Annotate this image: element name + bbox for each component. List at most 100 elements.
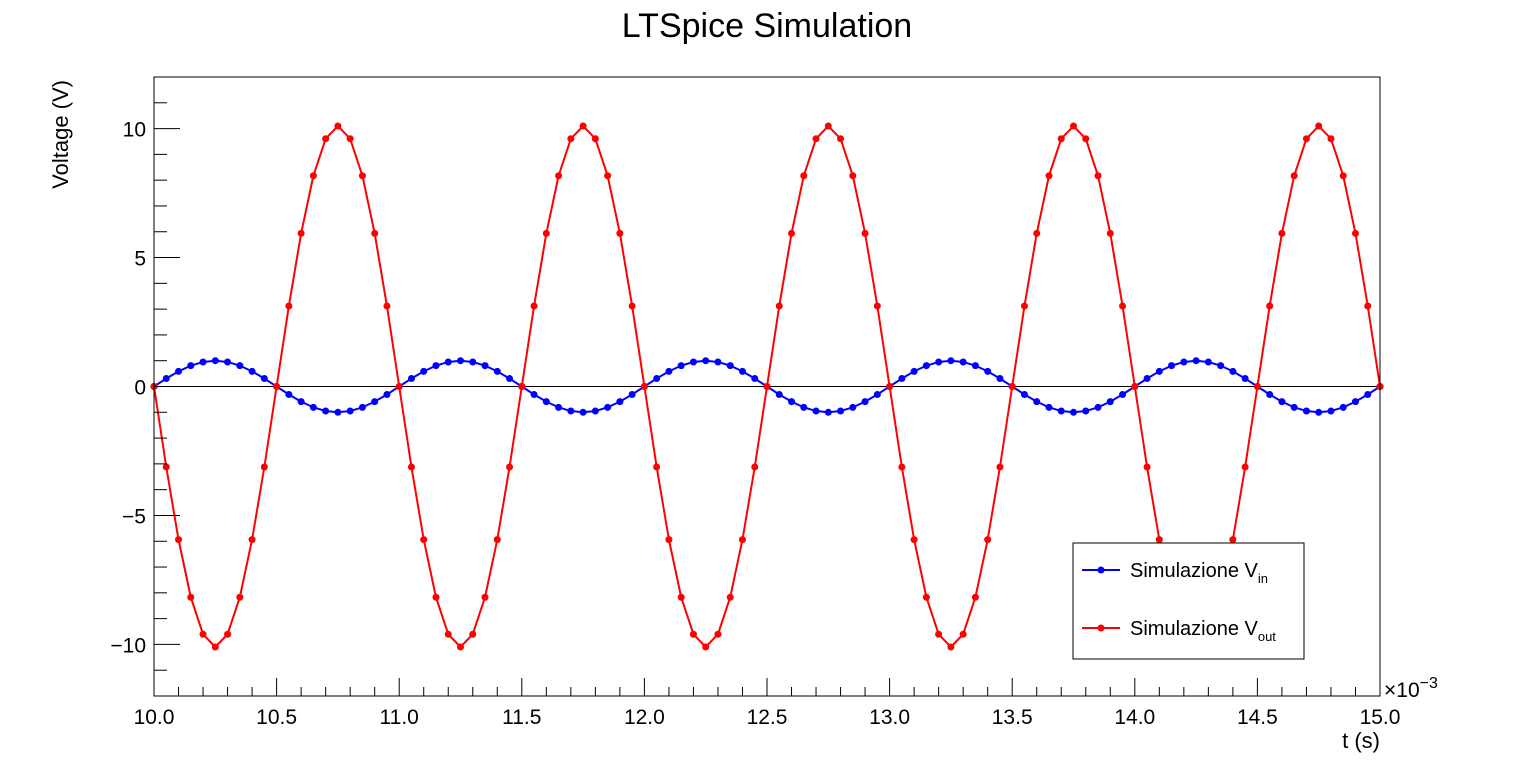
data-point-out-18 [371, 229, 379, 237]
data-point-out-69 [996, 463, 1004, 471]
data-point-out-58 [861, 229, 869, 237]
data-point-out-71 [1020, 302, 1028, 310]
data-point-in-54 [812, 407, 820, 415]
data-point-in-75 [1070, 408, 1077, 416]
data-point-out-47 [726, 593, 734, 601]
data-point-out-74 [1057, 135, 1065, 143]
data-point-out-72 [1033, 229, 1041, 237]
data-point-in-73 [1045, 403, 1053, 411]
data-point-in-92 [1278, 398, 1286, 406]
data-point-in-85 [1192, 357, 1200, 365]
x-tick-label-7: 13.5 [992, 706, 1033, 729]
data-point-in-38 [616, 398, 624, 406]
data-point-in-74 [1057, 407, 1065, 415]
data-point-in-57 [849, 403, 857, 411]
data-point-out-13 [309, 172, 317, 180]
x-tick-label-1: 10.5 [256, 706, 297, 729]
data-point-in-44 [689, 358, 697, 366]
data-point-out-77 [1094, 172, 1102, 180]
data-point-out-45 [702, 643, 710, 651]
data-point-in-15 [334, 408, 342, 416]
data-point-out-79 [1119, 302, 1127, 310]
data-point-in-5 [211, 357, 219, 365]
data-point-out-73 [1045, 172, 1053, 180]
data-point-in-35 [579, 408, 587, 416]
legend-marker-vout [1097, 624, 1105, 632]
data-point-in-19 [383, 390, 391, 398]
data-point-out-15 [334, 122, 342, 130]
x-tick-label-5: 12.5 [747, 706, 788, 729]
data-point-in-2 [175, 367, 183, 375]
data-point-in-91 [1266, 390, 1274, 398]
data-point-out-70 [1008, 383, 1016, 390]
data-point-out-7 [236, 593, 244, 601]
data-point-out-56 [837, 135, 845, 143]
data-point-out-44 [689, 630, 697, 638]
data-point-out-53 [800, 172, 808, 180]
data-point-in-88 [1229, 367, 1237, 375]
data-point-in-86 [1204, 358, 1212, 366]
data-point-in-63 [922, 362, 930, 370]
data-point-out-91 [1266, 302, 1274, 310]
y-tick-label-3: 5 [134, 248, 146, 271]
data-point-in-61 [898, 375, 906, 383]
data-point-in-48 [738, 367, 746, 375]
data-point-out-60 [886, 383, 894, 390]
data-point-out-41 [653, 463, 661, 471]
data-point-in-49 [751, 375, 759, 383]
data-point-out-80 [1131, 383, 1139, 390]
data-point-in-53 [800, 403, 808, 411]
data-point-out-32 [542, 229, 550, 237]
data-point-out-48 [738, 536, 746, 544]
data-point-in-58 [861, 398, 869, 406]
data-point-in-16 [346, 407, 354, 415]
data-point-out-99 [1364, 302, 1372, 310]
data-point-out-28 [493, 536, 501, 544]
data-point-out-20 [395, 383, 403, 390]
data-point-out-62 [910, 536, 918, 544]
data-point-out-35 [579, 122, 587, 130]
data-point-in-62 [910, 367, 918, 375]
x-tick-label-10: 15.0 [1360, 706, 1401, 729]
legend-label-vin: Simulazione Vin [1130, 560, 1268, 586]
data-point-out-81 [1143, 463, 1151, 471]
data-point-out-75 [1070, 122, 1077, 130]
x-tick-label-4: 12.0 [624, 706, 665, 729]
data-point-out-23 [432, 593, 440, 601]
data-point-in-97 [1339, 403, 1347, 411]
data-point-in-4 [199, 358, 207, 366]
data-point-out-89 [1241, 463, 1249, 471]
data-point-in-65 [947, 357, 955, 365]
y-axis-label: Voltage (V) [48, 80, 73, 189]
data-point-out-11 [285, 302, 293, 310]
data-point-in-56 [837, 407, 845, 415]
data-point-out-39 [628, 302, 636, 310]
data-point-out-52 [788, 229, 796, 237]
data-point-out-65 [947, 643, 955, 651]
data-point-out-98 [1351, 229, 1359, 237]
data-point-in-17 [358, 403, 366, 411]
data-point-in-12 [297, 398, 305, 406]
data-point-out-49 [751, 463, 759, 471]
data-point-in-36 [591, 407, 599, 415]
data-point-out-26 [469, 630, 477, 638]
data-point-in-67 [971, 362, 979, 370]
data-point-in-22 [420, 367, 428, 375]
data-point-in-27 [481, 362, 489, 370]
data-point-out-78 [1106, 229, 1114, 237]
legend-marker-vin [1097, 566, 1105, 574]
chart-title: LTSpice Simulation [622, 7, 912, 45]
data-point-in-83 [1168, 362, 1176, 370]
data-point-in-37 [604, 403, 612, 411]
data-point-in-11 [285, 390, 293, 398]
data-point-out-93 [1290, 172, 1298, 180]
data-point-in-55 [824, 408, 832, 416]
data-point-in-52 [788, 398, 796, 406]
data-point-in-81 [1143, 375, 1151, 383]
data-point-in-47 [726, 362, 734, 370]
data-point-out-27 [481, 593, 489, 601]
data-point-out-59 [873, 302, 881, 310]
data-point-out-42 [665, 536, 673, 544]
x-tick-label-8: 14.0 [1114, 706, 1155, 729]
legend-label-vin-name: Simulazione V [1130, 560, 1259, 582]
